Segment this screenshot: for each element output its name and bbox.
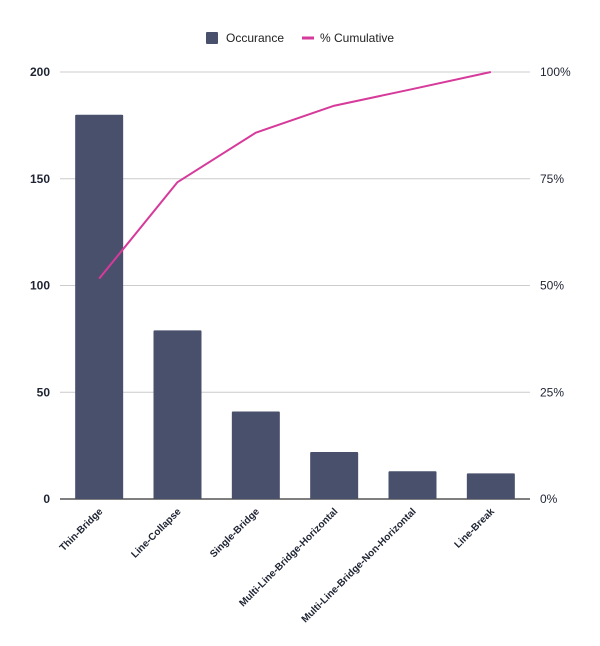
y-tick-label-left: 0 [43, 492, 50, 506]
y-tick-label-right: 0% [540, 492, 558, 506]
cumulative-line [98, 71, 492, 280]
bar [153, 330, 202, 499]
x-tick-label: Line-Break [453, 506, 498, 551]
bar [231, 411, 280, 499]
legend: Occurance % Cumulative [206, 31, 394, 45]
bar [388, 471, 437, 499]
x-tick-label: Line-Collapse [129, 506, 183, 560]
y-tick-label-left: 50 [37, 385, 51, 399]
y-tick-label-right: 50% [540, 279, 564, 293]
gridlines [60, 71, 530, 500]
x-axis: Thin-Bridge Line-Collapse Single-BridgeMul… [58, 506, 497, 625]
y-tick-label-left: 150 [30, 172, 50, 186]
y-axis-right: 0% 25% 50% 75% 100% [540, 65, 571, 506]
bar-series [75, 114, 515, 499]
y-tick-label-right: 75% [540, 172, 564, 186]
y-tick-label-left: 200 [30, 65, 50, 79]
y-tick-label-right: 25% [540, 385, 564, 399]
y-axis-left: 0 50 100 150 200 [30, 65, 50, 506]
y-tick-label-left: 100 [30, 279, 50, 293]
legend-label-cumulative: % Cumulative [320, 31, 394, 45]
legend-label-occurance: Occurance [226, 31, 284, 45]
bar [75, 114, 124, 499]
bar [466, 473, 515, 499]
x-tick-label: Thin-Bridge [58, 506, 106, 554]
x-tick-label: Single-Bridge [208, 506, 262, 560]
bar [310, 452, 359, 499]
cumulative-line-series [98, 71, 492, 280]
legend-swatch-occurance [206, 32, 218, 44]
y-tick-label-right: 100% [540, 65, 571, 79]
